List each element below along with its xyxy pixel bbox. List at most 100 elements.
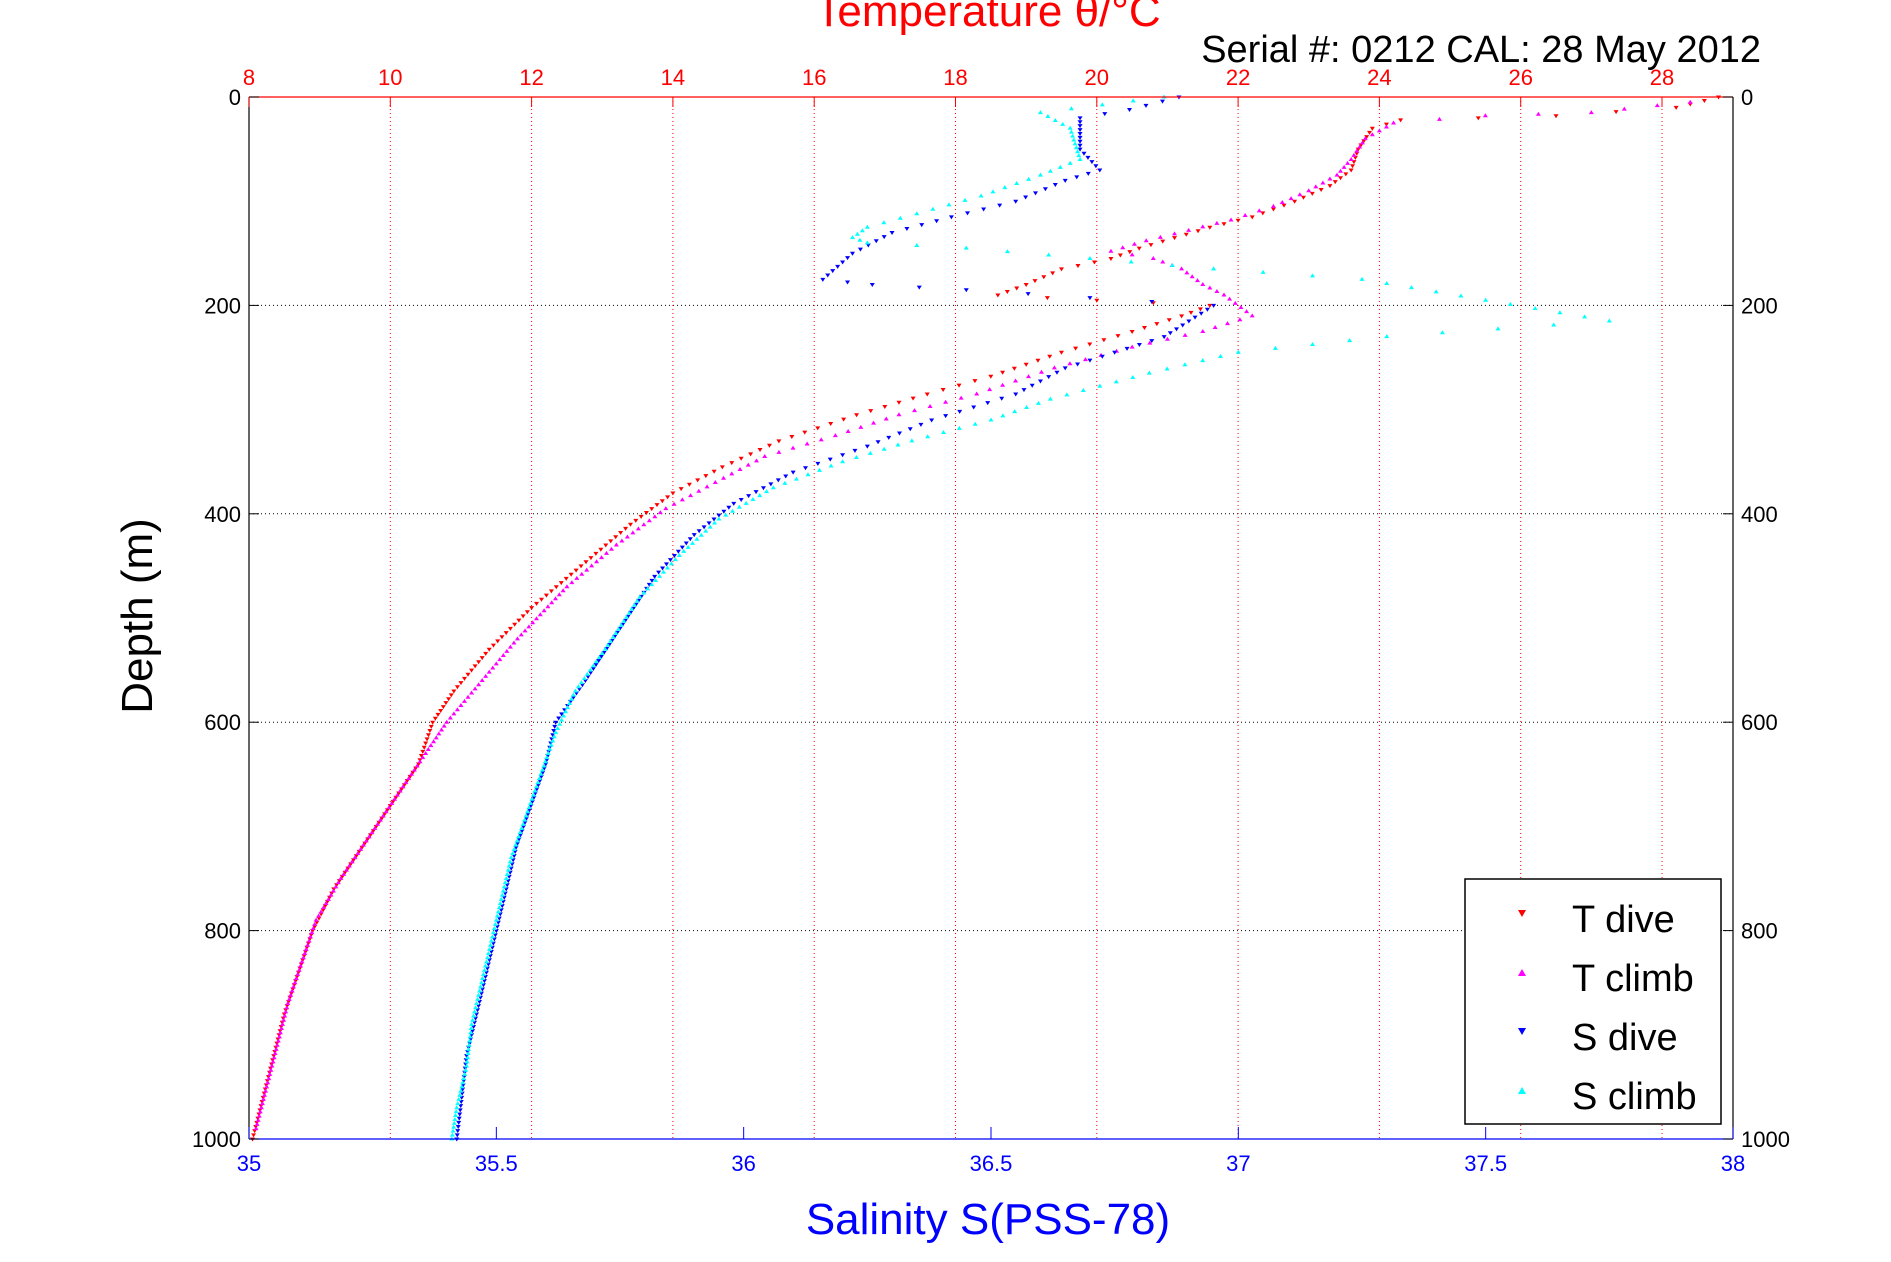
data-point [849, 251, 855, 256]
data-point [303, 949, 309, 954]
data-point [343, 867, 349, 872]
data-point [467, 1034, 473, 1039]
data-point [533, 616, 539, 621]
data-point [553, 730, 559, 735]
data-point [1082, 357, 1088, 362]
data-point [882, 404, 888, 409]
data-point [1256, 208, 1262, 213]
data-point [1235, 218, 1241, 223]
data-point [558, 581, 564, 586]
data-point [867, 450, 873, 455]
data-point [1013, 392, 1019, 397]
data-point [483, 673, 489, 678]
data-point [1654, 103, 1660, 108]
data-point [551, 734, 557, 739]
data-point [575, 684, 581, 689]
data-point [1073, 145, 1079, 150]
data-point [1130, 374, 1136, 379]
data-point [370, 829, 376, 834]
data-point [1026, 176, 1032, 181]
data-point [1115, 334, 1121, 339]
data-point [507, 626, 513, 631]
data-point [661, 569, 667, 574]
data-point [1147, 340, 1153, 345]
data-point [553, 596, 559, 601]
data-point [288, 991, 294, 996]
data-point [547, 746, 553, 751]
data-point [297, 966, 303, 971]
data-point [551, 729, 557, 734]
data-point [309, 930, 315, 935]
data-point [665, 495, 671, 500]
data-point [1192, 315, 1198, 320]
salinity-tick-label: 36.5 [970, 1151, 1013, 1176]
data-point [603, 543, 609, 548]
data-point [1318, 187, 1324, 192]
data-point [1054, 370, 1060, 375]
data-point [1013, 199, 1019, 204]
data-point [1004, 290, 1010, 295]
data-point [310, 926, 316, 931]
data-point [914, 242, 920, 247]
legend-item-s-climb: S climb [1518, 1076, 1697, 1118]
data-point [1207, 285, 1213, 290]
data-point [635, 526, 641, 531]
data-point [341, 871, 347, 876]
data-point [1172, 236, 1178, 241]
data-point [451, 711, 457, 716]
data-point [695, 478, 701, 483]
data-point [1483, 297, 1489, 302]
data-point [380, 813, 386, 818]
data-point [1128, 259, 1134, 264]
data-point [1057, 164, 1063, 169]
data-point [532, 791, 538, 796]
data-point [1047, 396, 1053, 401]
data-point [506, 863, 512, 868]
data-point [1146, 370, 1152, 375]
salinity-tick-label: 37 [1226, 1151, 1250, 1176]
data-point [529, 796, 535, 801]
data-point [1087, 296, 1093, 301]
data-point [490, 941, 496, 946]
data-point [497, 901, 503, 906]
data-point [776, 439, 782, 444]
data-point [598, 654, 604, 659]
data-point [516, 618, 522, 623]
legend-label-s-dive: S dive [1572, 1017, 1678, 1059]
data-point [1673, 105, 1679, 110]
data-point [462, 1071, 468, 1076]
data-point [499, 635, 505, 640]
data-point [541, 763, 547, 768]
data-point [529, 799, 535, 804]
data-point [845, 280, 851, 285]
data-point [1120, 245, 1126, 250]
data-point [1094, 298, 1100, 303]
data-point [1077, 128, 1083, 133]
data-point [513, 842, 519, 847]
data-point [670, 491, 676, 496]
data-point [896, 412, 902, 417]
data-point [1169, 262, 1175, 267]
data-point [545, 750, 551, 755]
data-point [825, 273, 831, 278]
data-point [1341, 164, 1347, 169]
data-point [738, 456, 744, 461]
data-point [362, 841, 368, 846]
data-point [520, 821, 526, 826]
data-point [1214, 220, 1220, 225]
data-point [1136, 246, 1142, 251]
data-point [574, 575, 580, 580]
data-point [464, 1063, 470, 1068]
data-point [540, 770, 546, 775]
data-point [721, 475, 727, 480]
data-point [649, 507, 655, 512]
data-point [1012, 409, 1018, 414]
data-point [498, 908, 504, 913]
data-point [460, 1087, 466, 1092]
data-point [1194, 278, 1200, 283]
data-point [712, 480, 718, 485]
data-point [1188, 310, 1194, 315]
data-point [868, 409, 874, 414]
data-point [497, 912, 503, 917]
data-point [1080, 387, 1086, 392]
